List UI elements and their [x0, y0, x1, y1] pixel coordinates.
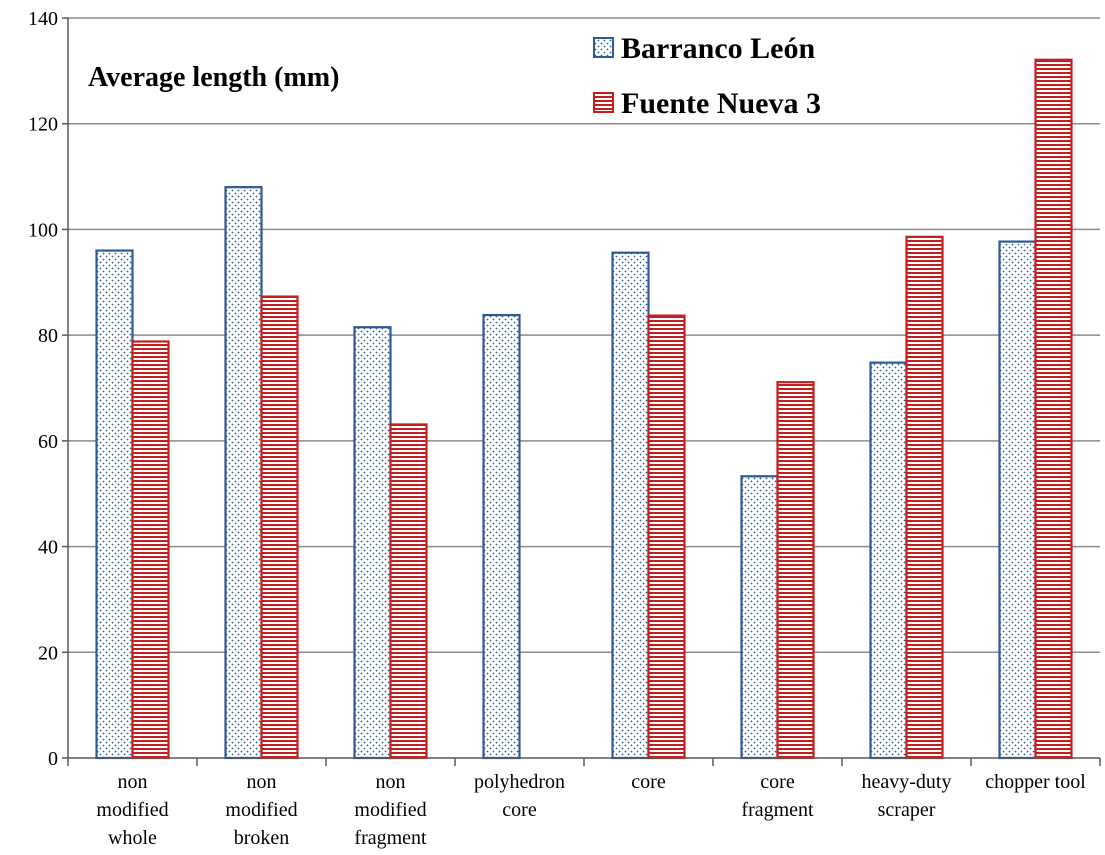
x-tick-label: core — [502, 799, 537, 821]
bar-barranco-leon-1 — [224, 186, 263, 760]
x-tick-label: polyhedron — [474, 771, 565, 793]
x-tick-label: fragment — [741, 799, 814, 821]
legend-swatch-barranco-leon — [593, 37, 614, 58]
y-tick-label-0: 0 — [48, 748, 58, 770]
gridlines — [68, 17, 1100, 654]
bar-fuente-nueva-3-4 — [647, 314, 686, 760]
bar-fuente-nueva-3-5 — [776, 381, 815, 760]
y-tick-label-120: 120 — [28, 114, 58, 136]
y-tick-label-80: 80 — [38, 325, 58, 347]
x-tick-label: scraper — [878, 799, 936, 821]
y-tick-label-100: 100 — [28, 219, 58, 241]
x-tick-label: non — [376, 771, 406, 793]
bar-barranco-leon-2 — [353, 326, 392, 760]
bar-fuente-nueva-3-6 — [905, 235, 944, 760]
y-tick-label-140: 140 — [28, 8, 58, 30]
legend: Barranco León Fuente Nueva 3 — [593, 32, 821, 120]
x-tick-label: modified — [354, 799, 426, 821]
x-tick-label: fragment — [354, 827, 427, 849]
bar-barranco-leon-4 — [611, 251, 650, 760]
bar-barranco-leon-5 — [740, 475, 779, 760]
bar-barranco-leon-3 — [482, 313, 521, 760]
x-tick-label: chopper tool — [985, 771, 1086, 793]
x-tick-label: non — [118, 771, 148, 793]
legend-label-fuente-nueva-3: Fuente Nueva 3 — [621, 87, 821, 120]
legend-label-barranco-leon: Barranco León — [621, 32, 815, 65]
bar-fuente-nueva-3-1 — [260, 295, 299, 760]
axes — [62, 17, 1101, 766]
x-tick-label: non — [247, 771, 277, 793]
legend-swatch-fuente-nueva-3 — [593, 92, 614, 113]
x-tick-label: broken — [234, 827, 290, 849]
chart-title: Average length (mm) — [88, 62, 339, 93]
bar-fuente-nueva-3-2 — [389, 423, 428, 760]
bar-fuente-nueva-3-0 — [131, 340, 170, 760]
bar-barranco-leon-7 — [998, 240, 1037, 760]
axis-labels: 0 20 40 60 80 100 120 140 non modified whole non mod… — [28, 8, 1086, 849]
bar-barranco-leon-6 — [869, 361, 908, 760]
x-tick-label: core — [631, 771, 666, 793]
x-tick-label: core — [760, 771, 795, 793]
x-tick-label: modified — [225, 799, 297, 821]
bars — [95, 58, 1073, 760]
x-tick-label: heavy-duty — [862, 771, 952, 793]
y-tick-label-40: 40 — [38, 537, 58, 559]
y-tick-label-20: 20 — [38, 642, 58, 664]
legend-item-barranco-leon: Barranco León — [593, 32, 815, 65]
bar-barranco-leon-0 — [95, 249, 134, 760]
legend-item-fuente-nueva-3: Fuente Nueva 3 — [593, 87, 821, 120]
y-tick-label-60: 60 — [38, 431, 58, 453]
x-tick-label: whole — [108, 827, 157, 849]
bar-fuente-nueva-3-7 — [1034, 58, 1073, 760]
x-tick-label: modified — [96, 799, 168, 821]
